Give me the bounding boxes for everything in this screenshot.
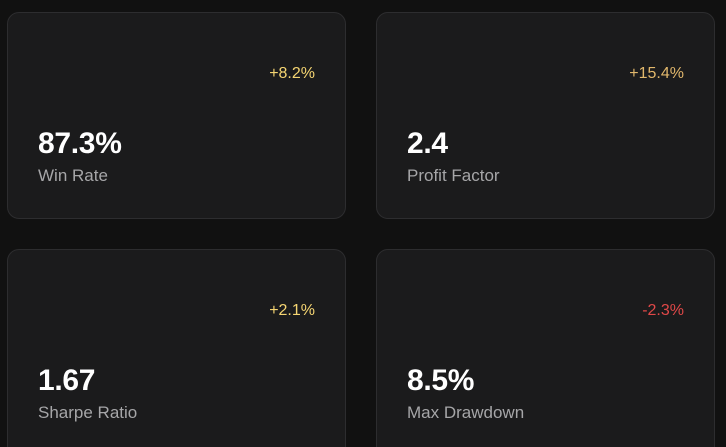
metric-label: Sharpe Ratio	[38, 403, 138, 422]
metric-delta: +15.4%	[629, 65, 684, 82]
metric-card-profit-factor: +15.4% 2.4 Profit Factor	[376, 12, 715, 219]
metric-delta: +8.2%	[269, 65, 315, 82]
metric-label: Profit Factor	[407, 166, 500, 185]
metric-delta: -2.3%	[642, 302, 684, 319]
metric-delta: +2.1%	[269, 302, 315, 319]
metric-value: 8.5%	[407, 364, 475, 397]
metric-value: 1.67	[38, 364, 96, 397]
metric-card-win-rate: +8.2% 87.3% Win Rate	[7, 12, 346, 219]
metric-label: Win Rate	[38, 166, 108, 185]
metric-card-max-drawdown: -2.3% 8.5% Max Drawdown	[376, 249, 715, 447]
metric-value: 87.3%	[38, 127, 122, 160]
metric-value: 2.4	[407, 127, 448, 160]
metric-label: Max Drawdown	[407, 403, 525, 422]
metric-card-sharpe-ratio: +2.1% 1.67 Sharpe Ratio	[7, 249, 346, 447]
